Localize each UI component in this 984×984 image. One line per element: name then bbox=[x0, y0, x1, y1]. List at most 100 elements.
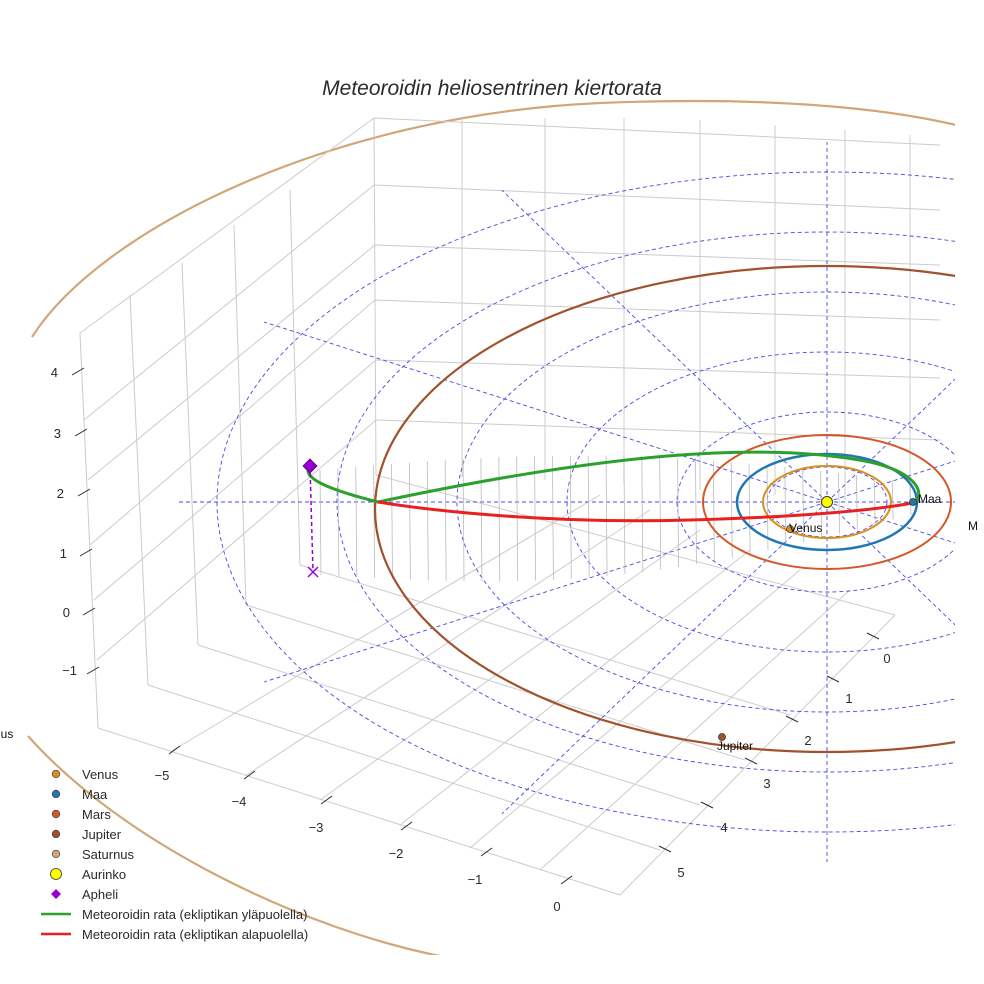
axis-grid bbox=[79, 117, 941, 896]
drop-line bbox=[855, 475, 858, 529]
drop-line bbox=[766, 465, 769, 551]
saturn-label-clipped: nus bbox=[0, 727, 13, 741]
drop-line bbox=[659, 457, 662, 570]
legend-item[interactable]: Maa bbox=[51, 787, 108, 802]
drop-line bbox=[641, 456, 644, 572]
drop-line bbox=[677, 458, 679, 567]
x-tick bbox=[243, 770, 256, 780]
legend-item[interactable]: Apheli bbox=[51, 887, 118, 902]
x-tick-label: −1 bbox=[468, 872, 483, 887]
legend-item[interactable]: Meteoroidin rata (ekliptikan alapuolella… bbox=[41, 927, 308, 942]
saturn-orbit-lower bbox=[27, 735, 441, 955]
earth-label: Maa bbox=[918, 492, 942, 506]
earth-marker bbox=[909, 498, 917, 506]
drop-line bbox=[909, 481, 912, 516]
drop-line bbox=[355, 466, 358, 578]
orbit-below-ecliptic bbox=[377, 500, 918, 523]
ecliptic-grid bbox=[177, 142, 955, 862]
legend-sun-swatch bbox=[50, 868, 62, 880]
z-tick bbox=[79, 548, 93, 557]
sun-marker bbox=[821, 496, 833, 508]
legend-item[interactable]: Saturnus bbox=[51, 847, 135, 862]
legend-item[interactable]: Venus bbox=[51, 767, 119, 782]
drop-line bbox=[373, 465, 376, 579]
x-tick-label: 0 bbox=[553, 899, 560, 914]
y-tick bbox=[826, 675, 840, 683]
drop-line bbox=[587, 455, 590, 578]
plot-area: Venus Maa Jupiter nus bbox=[0, 99, 955, 955]
aphelion-projection-marker bbox=[307, 566, 319, 578]
x-tick-label: −4 bbox=[232, 794, 247, 809]
ecliptic-radial bbox=[826, 501, 955, 544]
legend-label: Aurinko bbox=[82, 867, 126, 882]
x-tick bbox=[320, 795, 333, 805]
legend-label: Saturnus bbox=[82, 847, 135, 862]
legend-label: Apheli bbox=[82, 887, 118, 902]
drop-line bbox=[569, 455, 572, 579]
drop-line bbox=[784, 467, 787, 547]
x-tick bbox=[400, 821, 413, 831]
venus-marker bbox=[786, 525, 794, 533]
z-tick-label: 2 bbox=[57, 486, 64, 501]
drop-line bbox=[802, 468, 805, 543]
drop-line bbox=[820, 471, 823, 538]
drop-line bbox=[444, 460, 447, 581]
drop-line bbox=[391, 464, 393, 579]
jupiter-marker bbox=[718, 733, 726, 741]
z-tick-label: 3 bbox=[54, 426, 61, 441]
ecliptic-radial bbox=[263, 501, 828, 683]
x-tick-label: −3 bbox=[309, 820, 324, 835]
ecliptic-ring bbox=[676, 411, 955, 593]
drop-line bbox=[712, 460, 715, 561]
mars-label-clipped: M bbox=[968, 519, 978, 533]
z-tick bbox=[74, 428, 88, 437]
legend-item[interactable]: Jupiter bbox=[51, 827, 122, 842]
drop-line bbox=[462, 459, 465, 582]
legend-item[interactable]: Mars bbox=[51, 807, 111, 822]
drop-line bbox=[319, 469, 322, 576]
legend-diamond-swatch bbox=[51, 889, 61, 899]
legend-dot-swatch bbox=[51, 789, 61, 799]
orbit-drop-lines bbox=[319, 455, 912, 582]
drop-line bbox=[480, 458, 483, 582]
drop-line bbox=[605, 455, 608, 576]
ecliptic-radial bbox=[501, 501, 828, 815]
legend-label: Jupiter bbox=[82, 827, 122, 842]
axis-ticks bbox=[71, 367, 880, 885]
orbit-jupiter bbox=[374, 264, 955, 754]
z-tick-label: −1 bbox=[62, 663, 77, 678]
legend-item[interactable]: Meteoroidin rata (ekliptikan yläpuolella… bbox=[41, 907, 307, 922]
z-tick bbox=[71, 367, 85, 376]
legend: Venus Maa Mars Jupiter Saturnus Aurinko Apheli… bbox=[41, 767, 308, 942]
z-tick bbox=[77, 488, 91, 497]
legend-label: Mars bbox=[82, 807, 111, 822]
chart-title: Meteoroidin heliosentrinen kiertorata bbox=[322, 77, 662, 100]
legend-dot-swatch bbox=[51, 769, 61, 779]
drop-line bbox=[873, 477, 876, 525]
y-tick bbox=[658, 845, 672, 853]
drop-line bbox=[516, 456, 519, 581]
x-tick-label: −2 bbox=[389, 846, 404, 861]
x-tick bbox=[168, 745, 181, 755]
y-tick-label: 1 bbox=[845, 691, 852, 706]
legend-dot-swatch bbox=[51, 849, 61, 859]
z-tick-label: 1 bbox=[60, 546, 67, 561]
jupiter-label: Jupiter bbox=[717, 739, 753, 753]
axis-tick-labels: 4 3 2 1 0 −1 −5 −4 −3 −2 −1 0 0 1 2 3 4 … bbox=[51, 365, 891, 914]
x-tick bbox=[480, 847, 493, 857]
x-tick-label: −5 bbox=[155, 768, 170, 783]
legend-item[interactable]: Aurinko bbox=[50, 867, 127, 882]
ecliptic-radial bbox=[501, 189, 828, 503]
drop-line bbox=[623, 456, 626, 575]
legend-dot-swatch bbox=[51, 809, 61, 819]
y-tick-label: 0 bbox=[883, 651, 890, 666]
drop-line bbox=[838, 473, 840, 534]
legend-label: Meteoroidin rata (ekliptikan alapuolella… bbox=[82, 927, 308, 942]
drop-line bbox=[695, 459, 697, 565]
y-tick-label: 4 bbox=[720, 820, 727, 835]
aphelion-projection-line bbox=[309, 465, 314, 573]
venus-label: Venus bbox=[789, 521, 822, 535]
z-tick-label: 4 bbox=[51, 365, 58, 380]
orbit-venus bbox=[762, 465, 892, 539]
